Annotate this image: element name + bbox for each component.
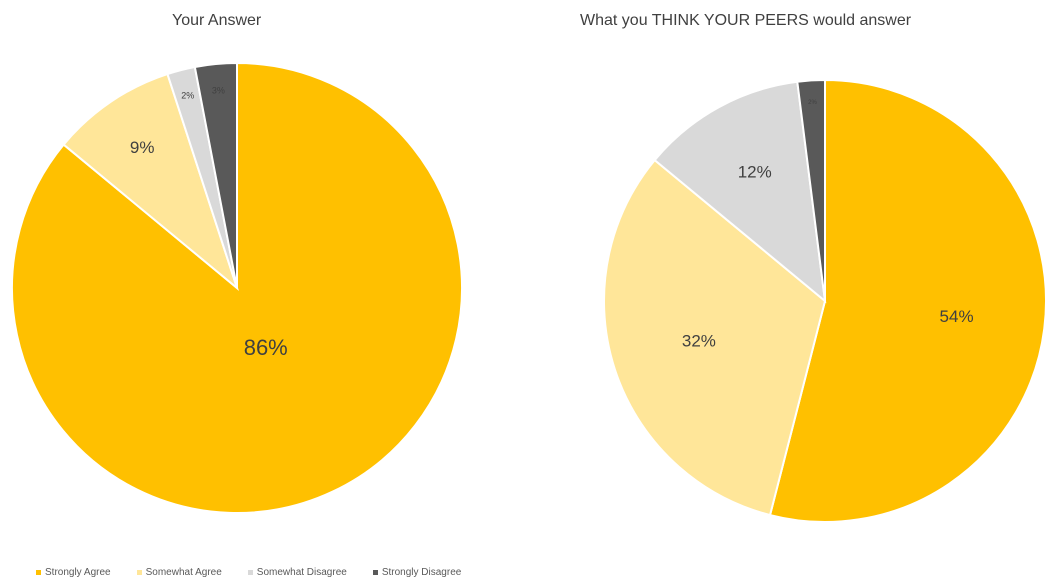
pie-slice-somewhat-agree (62, 72, 240, 291)
legend-item-strongly-disagree: Strongly Disagree (372, 566, 462, 578)
data-label-strongly-agree: 86% (244, 335, 288, 360)
pie-slice-somewhat-agree (603, 158, 827, 517)
data-label-strongly-disagree: 2% (808, 100, 817, 106)
pie-slice-strongly-agree (768, 78, 1047, 523)
legend-swatch (372, 569, 378, 575)
legend-item-somewhat-disagree: Somewhat Disagree (247, 566, 347, 578)
data-label-strongly-agree: 54% (940, 307, 974, 326)
legend-label: Strongly Agree (45, 566, 111, 578)
pie-chart-your-answer: 86% 9% 2% 3% (11, 61, 463, 514)
legend-label: Strongly Disagree (381, 566, 462, 578)
pie-chart-peers-answer: 54% 32% 12% 2% (603, 78, 1047, 523)
pie-slice-somewhat-disagree (653, 80, 827, 304)
legend-swatch (36, 569, 41, 575)
legend-swatch (247, 569, 253, 575)
data-label-somewhat-agree: 9% (130, 138, 155, 157)
data-label-somewhat-disagree: 2% (181, 91, 194, 101)
chart-title-peers-answer: What you THINK YOUR PEERS would answer (580, 12, 912, 29)
legend-item-strongly-agree: Strongly Agree (36, 567, 111, 578)
pie-slice-strongly-disagree (193, 61, 238, 289)
pie-slice-strongly-disagree (796, 78, 826, 302)
data-label-somewhat-disagree: 12% (738, 163, 772, 182)
legend-swatch (136, 569, 142, 575)
chart-legend: Strongly Agree Somewhat Agree Somewhat D… (36, 566, 487, 578)
legend-label: Somewhat Agree (145, 566, 222, 578)
legend-item-somewhat-agree: Somewhat Agree (136, 566, 222, 578)
data-label-somewhat-agree: 32% (682, 331, 716, 350)
chart-title-your-answer: Your Answer (172, 12, 262, 29)
data-label-strongly-disagree: 3% (212, 85, 225, 95)
legend-label: Somewhat Disagree (256, 566, 347, 578)
